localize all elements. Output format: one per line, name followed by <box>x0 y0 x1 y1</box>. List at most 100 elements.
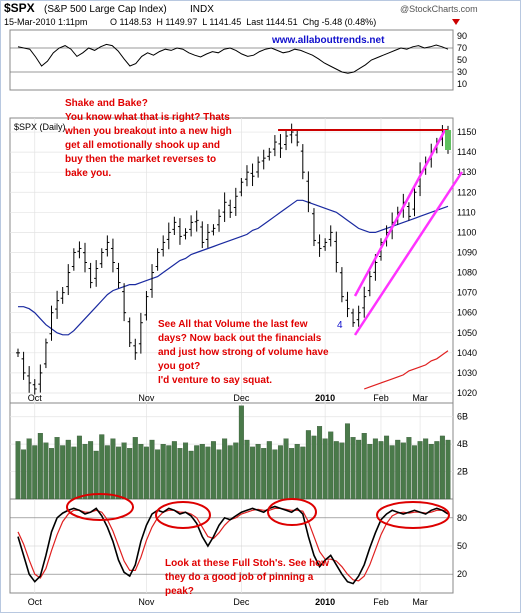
volume-bar <box>428 443 434 500</box>
channel-lower-line <box>353 171 464 336</box>
volume-bar <box>21 449 27 500</box>
price-panel-label: $SPX (Daily) <box>14 122 66 132</box>
volume-bar <box>121 442 127 500</box>
timestamp: 15-Mar-2010 1:11pm <box>4 17 87 27</box>
volume-bar <box>333 441 339 500</box>
volume-tick-label: 2B <box>457 467 468 477</box>
price-tick-label: 1050 <box>457 328 477 338</box>
month-label-bottom: Dec <box>233 597 250 607</box>
note-line: they do a good job of pinning a <box>165 572 314 583</box>
volume-bar <box>43 442 49 500</box>
volume-bar <box>183 442 189 500</box>
ma-long-line <box>363 350 449 390</box>
note-line: peak? <box>165 586 194 597</box>
volume-bar <box>65 439 71 500</box>
volume-bar <box>71 446 77 500</box>
volume-bar <box>272 449 278 500</box>
volume-bar <box>255 443 261 500</box>
volume-bar <box>434 441 440 500</box>
note-line: See All that Volume the last few <box>158 319 308 330</box>
volume-bar <box>160 443 166 500</box>
moving-average-short <box>18 199 449 336</box>
volume-bar <box>261 448 267 500</box>
stoch-tick-label: 80 <box>457 513 467 523</box>
volume-bar <box>311 435 317 500</box>
volume-bar <box>372 438 378 500</box>
osc-tick-label: 70 <box>457 43 467 53</box>
volume-bar <box>238 405 244 500</box>
month-label-bottom: Nov <box>138 597 155 607</box>
volume-bar <box>395 439 401 500</box>
trend-channel <box>353 129 464 336</box>
note-line: Shake and Bake? <box>65 98 148 109</box>
note-line: you got? <box>158 361 200 372</box>
volume-bar <box>155 449 161 500</box>
note-line: when you breakout into a new high <box>64 126 232 137</box>
price-tick-label: 1090 <box>457 247 477 257</box>
volume-tick-label: 6B <box>457 412 468 422</box>
month-label-price: Nov <box>138 393 155 403</box>
volume-bar <box>423 438 429 500</box>
month-label-price: Oct <box>28 393 43 403</box>
volume-bar <box>389 445 395 500</box>
volume-bar <box>356 439 362 500</box>
osc-tick-label: 10 <box>457 79 467 89</box>
note-line: buy then the market reverses to <box>65 154 216 165</box>
month-label-bottom: Mar <box>412 597 428 607</box>
volume-bar <box>205 446 211 500</box>
volume-bar <box>99 434 105 500</box>
osc-tick-label: 50 <box>457 55 467 65</box>
note-line: You know what that is right? Thats <box>65 112 230 123</box>
month-label-price: Dec <box>233 393 250 403</box>
volume-bar <box>26 438 32 500</box>
volume-bar <box>400 442 406 500</box>
note-line: and just how strong of volume have <box>158 347 329 358</box>
stochastics-series <box>17 505 449 585</box>
month-label-price: 2010 <box>315 393 335 403</box>
volume-bar <box>384 435 390 500</box>
stoch-note: Look at these Full Stoh's. See how they … <box>165 558 332 597</box>
volume-bar <box>266 441 272 500</box>
volume-bar <box>60 445 66 500</box>
volume-bar <box>412 445 417 500</box>
volume-bar <box>300 446 306 500</box>
symbol: $SPX <box>4 1 35 15</box>
stoch-fast-line <box>17 505 449 585</box>
site-url[interactable]: www.allabouttrends.net <box>271 35 385 46</box>
volume-bar <box>289 448 295 500</box>
volume-bar <box>344 423 350 500</box>
osc-tick-label: 90 <box>457 31 467 41</box>
x-axis-labels: Oct Oct Nov Nov Dec Dec 2010 2010 Feb Feb Mar Mar <box>28 393 428 607</box>
volume-bar <box>127 448 133 500</box>
volume-bar <box>361 433 367 500</box>
volume-bar <box>322 438 328 500</box>
peak-circle <box>376 501 450 529</box>
price-tick-label: 1110 <box>457 207 476 217</box>
volume-bar <box>37 433 43 500</box>
ohlc-readout: O 1148.53 H 1149.97 L 1141.45 Last 1144.… <box>110 17 376 27</box>
price-tick-label: 1080 <box>457 268 477 278</box>
volume-bar <box>294 443 300 500</box>
exchange: INDX <box>190 4 214 15</box>
osc-line <box>17 43 449 74</box>
volume-bar <box>171 441 177 500</box>
volume-bar <box>283 438 289 500</box>
price-tick-label: 1020 <box>457 388 477 398</box>
oscillator-series <box>17 43 449 74</box>
volume-bar <box>110 438 116 500</box>
month-label-bottom: Feb <box>373 597 389 607</box>
stoch-tick-label: 20 <box>457 569 467 579</box>
volume-bar <box>138 443 144 500</box>
peak-circle <box>267 498 317 526</box>
volume-bar <box>93 450 99 500</box>
index-name: (S&P 500 Large Cap Index) <box>44 4 167 15</box>
volume-bar <box>88 441 94 500</box>
copyright: @StockCharts.com <box>400 4 478 14</box>
y-axis-labels: 1030507090102010301040105010601070108010… <box>457 31 477 579</box>
volume-bar <box>104 445 110 500</box>
volume-bar <box>76 435 82 500</box>
volume-bar <box>350 437 356 500</box>
volume-bar <box>54 437 60 500</box>
month-label-bottom: 2010 <box>315 597 335 607</box>
stoch-tick-label: 50 <box>457 541 467 551</box>
